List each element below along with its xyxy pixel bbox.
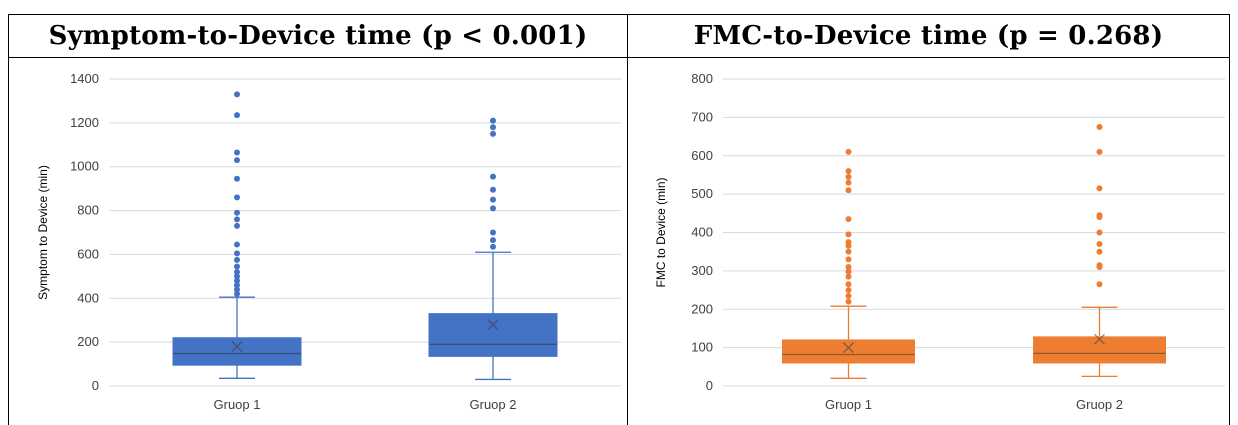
- outlier-point: [234, 194, 240, 200]
- y-tick-label: 100: [691, 340, 713, 355]
- outlier-point: [1097, 124, 1103, 130]
- y-tick-label: 0: [706, 378, 713, 393]
- right-panel-header: FMC-to-Device time (p = 0.268): [628, 15, 1229, 57]
- y-tick-label: 200: [77, 334, 99, 349]
- x-category-label: Gruop 2: [1076, 397, 1123, 412]
- outlier-point: [1097, 281, 1103, 287]
- outlier-point: [490, 187, 496, 193]
- outlier-point: [1097, 230, 1103, 236]
- y-tick-label: 500: [691, 186, 713, 201]
- outlier-point: [846, 281, 852, 287]
- outlier-point: [234, 242, 240, 248]
- outlier-point: [490, 197, 496, 203]
- symptom-to-device-boxplot: 0 200 400 600 800 1000 1200 1400 Symptom to Devi…: [9, 58, 627, 425]
- left-panel-header: Symptom-to-Device time (p < 0.001): [9, 15, 627, 57]
- y-tick-label: 800: [77, 203, 99, 218]
- fmc-box-2: [1034, 124, 1166, 376]
- outlier-point: [1097, 212, 1103, 218]
- outlier-point: [1097, 249, 1103, 255]
- outlier-point: [846, 174, 852, 180]
- outlier-point: [234, 257, 240, 263]
- outlier-point: [234, 263, 240, 269]
- y-axis-label: FMC to Device (min): [654, 177, 668, 287]
- y-tick-label: 800: [691, 71, 713, 86]
- y-tick-label: 600: [77, 246, 99, 261]
- x-category-label: Gruop 1: [825, 397, 872, 412]
- outlier-point: [490, 174, 496, 180]
- outlier-point: [234, 250, 240, 256]
- outlier-point: [234, 216, 240, 222]
- y-tick-label: 400: [77, 290, 99, 305]
- outlier-point: [234, 210, 240, 216]
- iqr-box: [783, 340, 915, 363]
- y-tick-label: 1000: [70, 159, 99, 174]
- outlier-point: [490, 205, 496, 211]
- outlier-point: [846, 299, 852, 305]
- outlier-point: [846, 231, 852, 237]
- outlier-point: [846, 287, 852, 293]
- y-tick-label: 1400: [70, 71, 99, 86]
- y-tick-label: 200: [691, 301, 713, 316]
- outlier-point: [234, 91, 240, 97]
- y-tick-label: 0: [92, 378, 99, 393]
- outlier-point: [234, 269, 240, 275]
- outlier-point: [234, 176, 240, 182]
- x-category-label: Gruop 1: [214, 397, 261, 412]
- outlier-point: [1097, 149, 1103, 155]
- iqr-box: [173, 338, 301, 365]
- outlier-point: [490, 244, 496, 250]
- symptom-box-1: [173, 91, 301, 378]
- outlier-point: [234, 223, 240, 229]
- outlier-point: [846, 149, 852, 155]
- outlier-point: [846, 264, 852, 270]
- y-axis-label: Symptom to Device (min): [36, 165, 50, 300]
- outlier-point: [846, 168, 852, 174]
- outlier-point: [1097, 262, 1103, 268]
- y-tick-label: 300: [691, 263, 713, 278]
- outlier-point: [234, 112, 240, 118]
- outlier-point: [846, 180, 852, 186]
- iqr-box: [1034, 337, 1166, 363]
- outlier-point: [1097, 185, 1103, 191]
- y-tick-label: 400: [691, 225, 713, 240]
- outlier-point: [846, 187, 852, 193]
- outlier-point: [846, 293, 852, 299]
- outlier-point: [234, 157, 240, 163]
- outlier-point: [846, 249, 852, 255]
- symptom-box-2: [429, 118, 557, 380]
- y-tick-label: 700: [691, 109, 713, 124]
- outlier-point: [846, 256, 852, 262]
- fmc-to-device-boxplot: 0 100 200 300 400 500 600 700 800 FMC to Device (…: [628, 58, 1229, 425]
- outlier-point: [234, 149, 240, 155]
- outlier-point: [490, 124, 496, 130]
- outlier-point: [490, 237, 496, 243]
- y-tick-label: 1200: [70, 115, 99, 130]
- outlier-point: [1097, 241, 1103, 247]
- outlier-point: [490, 131, 496, 137]
- outlier-point: [490, 118, 496, 124]
- outlier-point: [490, 230, 496, 236]
- outlier-point: [846, 239, 852, 245]
- fmc-box-1: [783, 149, 915, 378]
- x-category-label: Gruop 2: [470, 397, 517, 412]
- y-tick-label: 600: [691, 148, 713, 163]
- iqr-box: [429, 314, 557, 357]
- outlier-point: [846, 216, 852, 222]
